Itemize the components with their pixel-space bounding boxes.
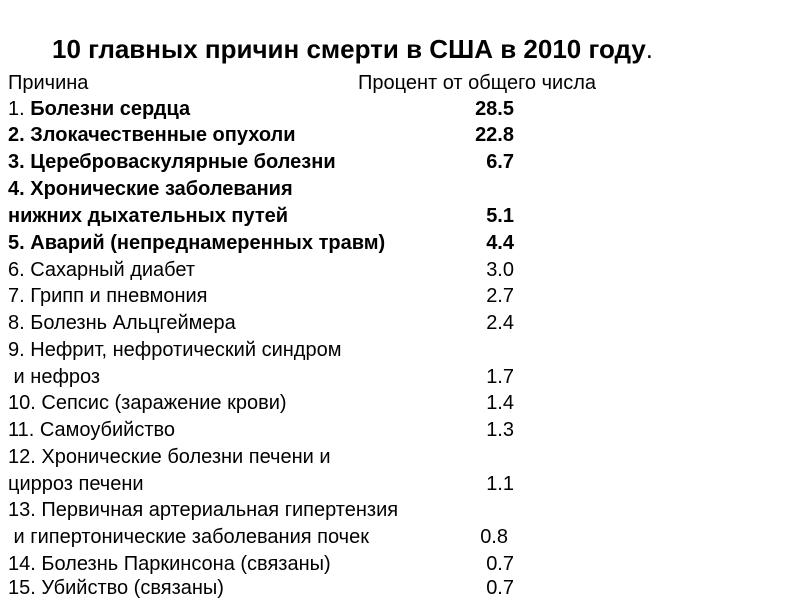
table-row: 9. Нефрит, нефротический синдром	[0, 339, 800, 365]
row-text: Болезнь Альцгеймера	[30, 312, 236, 334]
row-label: и гипертонические заболевания почек	[8, 526, 369, 549]
row-text: Сахарный диабет	[30, 259, 196, 281]
table-row: 10. Сепсис (заражение крови) 1.4	[0, 392, 800, 418]
row-number: 11.	[8, 419, 35, 441]
row-number: 4.	[8, 178, 25, 200]
row-label: нижних дыхательных путей	[8, 205, 288, 228]
title-period: .	[645, 34, 654, 64]
table-row: 11. Самоубийство 1.3	[0, 419, 800, 445]
row-text: и нефроз	[8, 366, 101, 388]
row-value: 1.3	[486, 419, 514, 441]
row-number: 6.	[8, 259, 25, 281]
row-label: 11. Самоубийство	[8, 419, 175, 442]
row-label: 3. Цереброваскулярные болезни	[8, 151, 336, 174]
table-row: 3. Цереброваскулярные болезни 6.7	[0, 151, 800, 177]
row-value: 0.7	[486, 577, 514, 599]
row-text: нижних дыхательных путей	[8, 205, 289, 227]
row-number: 8.	[8, 312, 25, 334]
row-label: 1. Болезни сердца	[8, 98, 190, 121]
row-label: 9. Нефрит, нефротический синдром	[8, 339, 341, 362]
row-value: 2.7	[486, 285, 514, 307]
row-label: 5. Аварий (непреднамеренных травм)	[8, 232, 385, 255]
table-row: 12. Хронические болезни печени и	[0, 446, 800, 472]
table-row: 1. Болезни сердца 28.5	[0, 98, 800, 124]
row-text: Болезнь Паркинсона (связаны)	[41, 553, 331, 575]
row-text: Нефрит, нефротический синдром	[30, 339, 342, 361]
row-text: Злокачественные опухоли	[30, 124, 296, 146]
row-text: и гипертонические заболевания почек	[8, 526, 369, 548]
row-number: 13.	[8, 499, 36, 521]
row-text: Сепсис (заражение крови)	[41, 392, 287, 414]
row-label: 15. Убийство (связаны)	[8, 577, 224, 600]
row-label: 6. Сахарный диабет	[8, 259, 195, 282]
table-row: 8. Болезнь Альцгеймера 2.4	[0, 312, 800, 338]
table-row: 15. Убийство (связаны) 0.7	[0, 577, 800, 603]
row-number: 15.	[8, 577, 36, 599]
row-label: 14. Болезнь Паркинсона (связаны)	[8, 553, 331, 576]
row-value: 1.4	[486, 392, 514, 414]
row-label: 4. Хронические заболевания	[8, 178, 293, 201]
table-row: 6. Сахарный диабет 3.0	[0, 259, 800, 285]
row-value: 1.1	[486, 473, 514, 495]
row-number: 12.	[8, 446, 36, 468]
row-value: 28.5	[475, 98, 514, 120]
row-label: 2. Злокачественные опухоли	[8, 124, 296, 147]
table-row: 5. Аварий (непреднамеренных травм) 4.4	[0, 232, 800, 258]
row-number: 2.	[8, 124, 25, 146]
row-text: Хронические болезни печени и	[41, 446, 331, 468]
table-row: 2. Злокачественные опухоли 22.8	[0, 124, 800, 150]
row-value: 1.7	[486, 366, 514, 388]
table-row: 14. Болезнь Паркинсона (связаны) 0.7	[0, 553, 800, 579]
row-label: 10. Сепсис (заражение крови)	[8, 392, 287, 415]
row-text: Аварий (непреднамеренных травм)	[30, 232, 386, 254]
row-value: 0.7	[486, 553, 514, 575]
row-label: 12. Хронические болезни печени и	[8, 446, 331, 469]
row-value: 5.1	[486, 205, 514, 227]
table-row: 13. Первичная артериальная гипертензия	[0, 499, 800, 525]
row-label: 8. Болезнь Альцгеймера	[8, 312, 236, 335]
row-text: Цереброваскулярные болезни	[30, 151, 336, 173]
table-row: цирроз печени 1.1	[0, 473, 800, 499]
row-text: Болезни сердца	[30, 98, 191, 120]
table-row: и нефроз 1.7	[0, 366, 800, 392]
column-header-percent: Процент от общего числа	[358, 72, 596, 94]
table-row: нижних дыхательных путей 5.1	[0, 205, 800, 231]
row-number: 10.	[8, 392, 36, 414]
table-row: 7. Грипп и пневмония 2.7	[0, 285, 800, 311]
row-number: 5.	[8, 232, 25, 254]
row-label: 13. Первичная артериальная гипертензия	[8, 499, 398, 522]
row-value: 3.0	[486, 259, 514, 281]
row-text: Грипп и пневмония	[30, 285, 208, 307]
row-text: Самоубийство	[39, 419, 176, 441]
row-number: 1.	[8, 98, 25, 120]
row-value: 6.7	[486, 151, 514, 173]
row-label: и нефроз	[8, 366, 101, 389]
row-number: 9.	[8, 339, 25, 361]
row-value: 0.8	[480, 526, 508, 548]
row-text: Хронические заболевания	[30, 178, 293, 200]
row-value: 2.4	[486, 312, 514, 334]
row-value: 4.4	[486, 232, 514, 254]
slide-title: 10 главных причин смерти в США в 2010 го…	[52, 34, 653, 65]
row-text: Убийство (связаны)	[41, 577, 224, 599]
row-label: цирроз печени	[8, 473, 144, 496]
row-text: цирроз печени	[8, 473, 144, 495]
row-number: 3.	[8, 151, 25, 173]
row-number: 7.	[8, 285, 25, 307]
column-header-cause: Причина	[8, 72, 89, 94]
row-value: 22.8	[475, 124, 514, 146]
title-text: 10 главных причин смерти в США в 2010 го…	[52, 34, 646, 64]
row-text: Первичная артериальная гипертензия	[41, 499, 399, 521]
row-label: 7. Грипп и пневмония	[8, 285, 208, 308]
row-number: 14.	[8, 553, 36, 575]
table-row: и гипертонические заболевания почек 0.8	[0, 526, 800, 552]
table-row: 4. Хронические заболевания	[0, 178, 800, 204]
